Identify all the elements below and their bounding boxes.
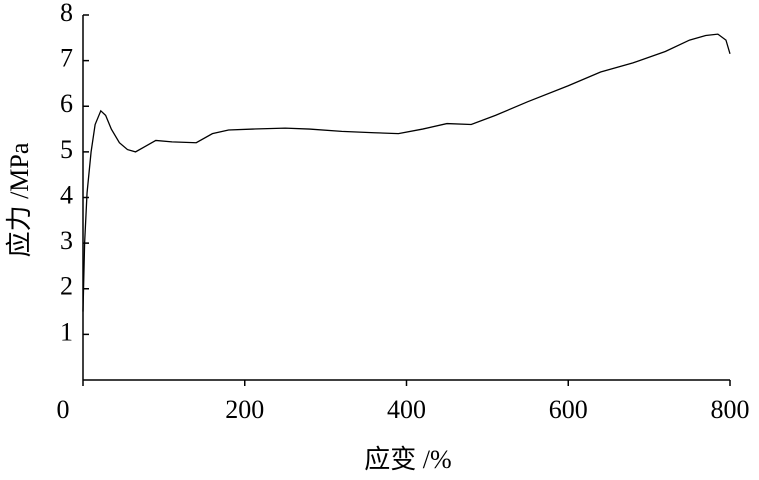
- y-tick-label: 3: [60, 226, 73, 255]
- x-tick-label: 400: [387, 395, 426, 424]
- y-tick-label: 4: [60, 180, 73, 209]
- y-tick-label: 6: [60, 89, 73, 118]
- data-line: [82, 33, 731, 312]
- x-tick-label: 600: [549, 395, 588, 424]
- y-tick-label: 8: [60, 0, 73, 27]
- x-tick-label: 0: [57, 395, 70, 424]
- x-tick-label: 800: [711, 395, 750, 424]
- x-tick-label: 200: [225, 395, 264, 424]
- x-axis-label: 应变 /%: [364, 445, 451, 474]
- y-tick-label: 2: [60, 272, 73, 301]
- y-tick-label: 1: [60, 317, 73, 346]
- y-tick-label: 7: [60, 44, 73, 73]
- y-axis-label: 应力 /MPa: [5, 142, 34, 257]
- y-tick-label: 5: [60, 135, 73, 164]
